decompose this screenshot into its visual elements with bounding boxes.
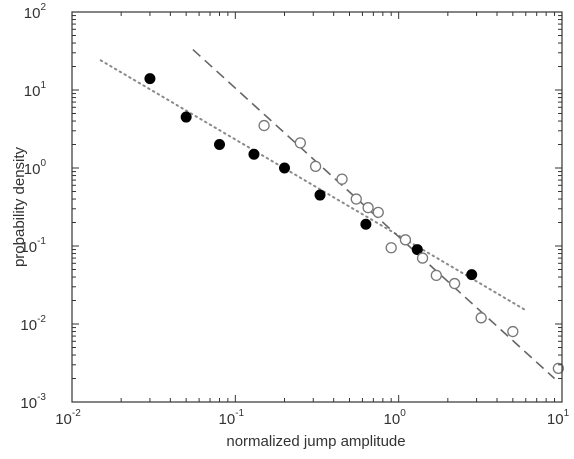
open-data-point bbox=[507, 325, 519, 338]
plot-frame bbox=[71, 11, 563, 403]
filled-data-point bbox=[411, 244, 423, 256]
filled-data-point bbox=[314, 189, 326, 201]
open-data-point bbox=[336, 173, 348, 185]
filled-data-point bbox=[466, 269, 478, 281]
open-data-point bbox=[309, 160, 322, 172]
open-data-point bbox=[350, 193, 362, 205]
x-tick-label: 101 bbox=[547, 408, 570, 428]
open-data-point bbox=[294, 137, 306, 149]
open-data-point bbox=[399, 234, 412, 246]
open-data-point bbox=[448, 277, 461, 290]
filled-data-point bbox=[180, 111, 192, 123]
x-axis-label: normalized jump amplitude bbox=[226, 433, 405, 450]
filled-data-point bbox=[144, 73, 156, 85]
open-data-point bbox=[416, 252, 429, 264]
dotted-fit-line bbox=[99, 59, 527, 312]
open-data-point bbox=[552, 362, 565, 375]
open-data-point bbox=[430, 269, 442, 282]
y-tick-label: 10-3 bbox=[20, 392, 46, 412]
filled-data-point bbox=[214, 139, 226, 151]
y-tick-label: 10-2 bbox=[20, 314, 46, 334]
filled-data-point bbox=[279, 162, 291, 174]
x-tick-label: 10-2 bbox=[55, 408, 81, 428]
open-data-point bbox=[362, 202, 374, 214]
y-tick-label: 100 bbox=[24, 158, 47, 178]
y-tick-label: 10-1 bbox=[20, 236, 46, 256]
open-data-point bbox=[372, 206, 384, 219]
x-tick-label: 100 bbox=[384, 408, 407, 428]
x-tick-label: 10-1 bbox=[219, 408, 245, 428]
open-data-point bbox=[385, 242, 397, 254]
open-data-point bbox=[475, 312, 487, 324]
filled-data-point bbox=[248, 148, 260, 160]
y-tick-label: 101 bbox=[24, 80, 47, 100]
filled-data-point bbox=[360, 218, 372, 230]
open-data-point bbox=[258, 119, 270, 132]
y-axis-label: probability density bbox=[11, 146, 28, 267]
y-tick-label: 102 bbox=[24, 2, 47, 22]
